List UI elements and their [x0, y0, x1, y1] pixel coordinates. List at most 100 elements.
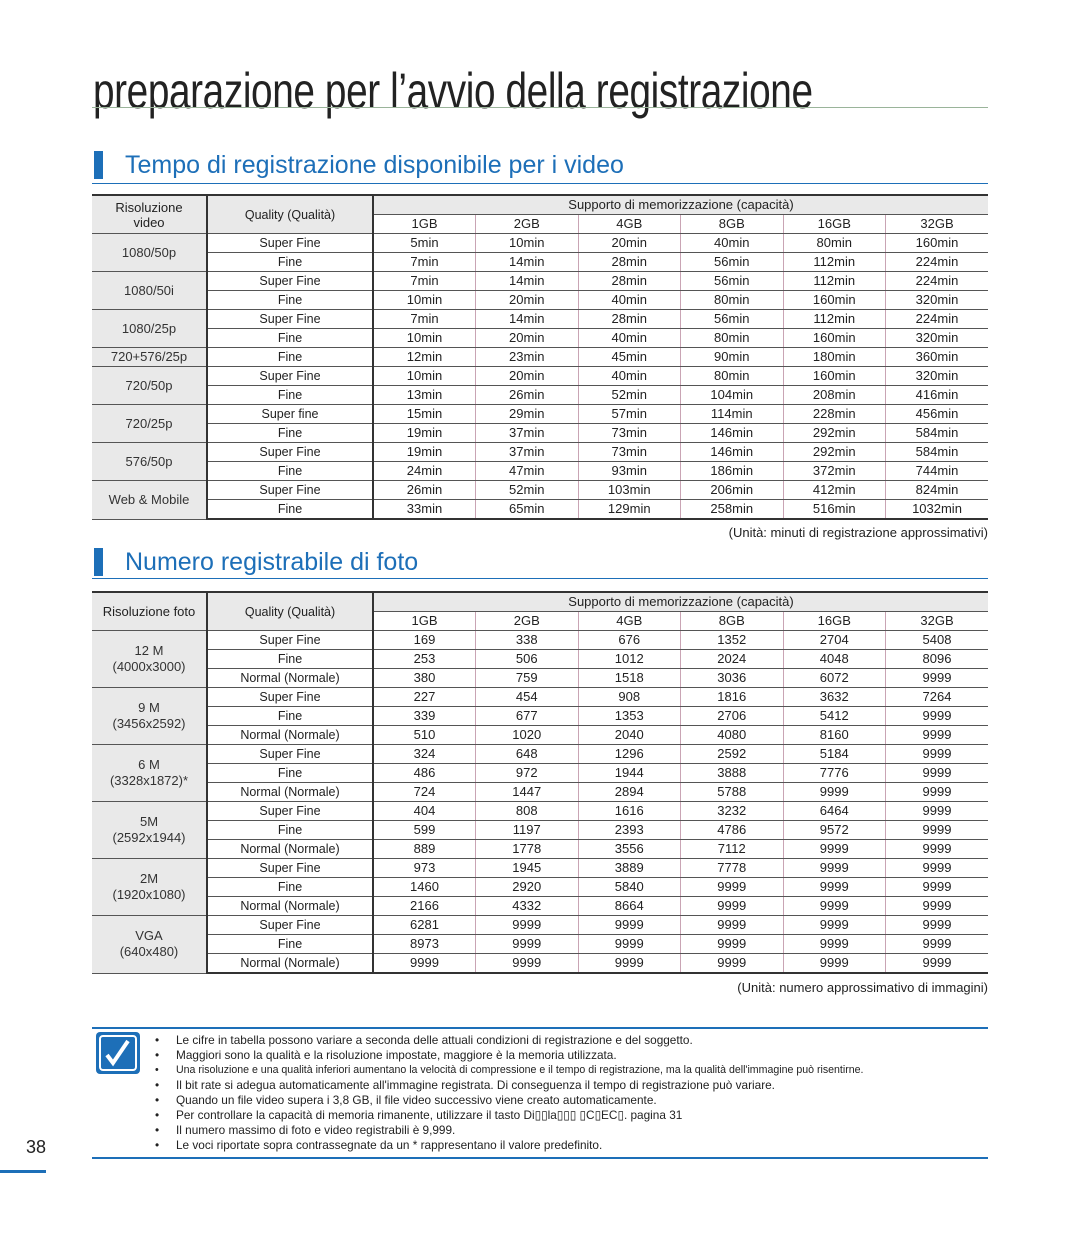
- quality-cell: Super Fine: [207, 858, 374, 878]
- table-row: 6 M (3328x1872)* Super Fine 324 648 1296 2592 5…: [92, 744, 988, 802]
- value-cell: 114min: [680, 404, 783, 424]
- value-cell: 14min: [475, 252, 578, 272]
- header-cell: 1GB: [372, 611, 476, 631]
- cell-line: 720/25p: [125, 415, 173, 431]
- value-cell: 129min: [577, 499, 681, 520]
- value-cell: 24min: [372, 461, 476, 481]
- value-cell: 808: [475, 801, 578, 821]
- cell-line: 1080/50i: [124, 282, 174, 298]
- value-cell: 28min: [577, 271, 681, 291]
- heading-rule: [92, 183, 988, 184]
- value-cell: 52min: [475, 480, 578, 500]
- note-icon: [96, 1032, 140, 1074]
- value-cell: 160min: [782, 328, 886, 348]
- quality-cell: Fine: [207, 877, 374, 897]
- value-cell: 3556: [577, 839, 681, 859]
- value-cell: 73min: [577, 423, 681, 443]
- value-cell: 7min: [372, 252, 476, 272]
- header-cell: 32GB: [885, 214, 988, 234]
- note-item: Il bit rate si adegua automaticamente al…: [152, 1078, 863, 1093]
- cell-line: Risoluzione: [115, 199, 183, 215]
- value-cell: 6464: [782, 801, 886, 821]
- header-cell: 4GB: [577, 611, 681, 631]
- value-cell: 360min: [885, 347, 988, 367]
- value-cell: 56min: [680, 271, 783, 291]
- value-cell: 338: [475, 630, 578, 650]
- quality-cell: Fine: [207, 461, 374, 481]
- header-row: 1GB 2GB 4GB 8GB 16GB 32GB: [92, 214, 988, 234]
- header-row: Risoluzione video Quality (Qualità) Support…: [92, 194, 988, 234]
- quality-cell: Super Fine: [207, 442, 374, 462]
- value-cell: 416min: [885, 385, 988, 405]
- header-cell: 8GB: [680, 214, 783, 234]
- value-cell: 26min: [475, 385, 578, 405]
- table-row: Fine 24min 47min 93min 186min 372min 744min: [92, 461, 988, 481]
- value-cell: 9999: [885, 953, 988, 974]
- table-row: 1080/50p Super Fine 5min 10min 20min 40min 80m…: [92, 233, 988, 272]
- value-cell: 8160: [782, 725, 886, 745]
- value-cell: 5840: [577, 877, 681, 897]
- value-cell: 224min: [885, 252, 988, 272]
- value-cell: 10min: [475, 233, 578, 253]
- value-cell: 169: [372, 630, 476, 650]
- quality-cell: Fine: [207, 934, 374, 954]
- value-cell: 40min: [577, 366, 681, 386]
- value-cell: 1296: [577, 744, 681, 764]
- cell-line: 1080/25p: [121, 320, 177, 336]
- table-row: Normal (Normale) 510 1020 2040 4080 8160 9999: [92, 725, 988, 745]
- value-cell: 47min: [475, 461, 578, 481]
- value-cell: 3036: [680, 668, 783, 688]
- value-cell: 9999: [885, 801, 988, 821]
- value-cell: 73min: [577, 442, 681, 462]
- table-row: Fine 10min 20min 40min 80min 160min 320min: [92, 290, 988, 310]
- header-cell: 8GB: [680, 611, 783, 631]
- cell-line: video: [133, 214, 165, 230]
- value-cell: 103min: [577, 480, 681, 500]
- value-cell: 824min: [885, 480, 988, 500]
- value-cell: 516min: [782, 499, 886, 520]
- resolution-cell: 9 M (3456x2592): [92, 687, 208, 745]
- note-item: Una risoluzione e una qualità inferiori …: [152, 1063, 863, 1078]
- value-cell: 1778: [475, 839, 578, 859]
- value-cell: 13min: [372, 385, 476, 405]
- value-cell: 3888: [680, 763, 783, 783]
- resolution-cell: VGA (640x480): [92, 915, 208, 974]
- value-cell: 9999: [885, 668, 988, 688]
- quality-cell: Super Fine: [207, 480, 374, 500]
- value-cell: 9999: [885, 820, 988, 840]
- value-cell: 56min: [680, 309, 783, 329]
- value-cell: 3632: [782, 687, 886, 707]
- value-cell: 224min: [885, 309, 988, 329]
- value-cell: 26min: [372, 480, 476, 500]
- table-row: VGA (640x480) Super Fine 6281 9999 9999 9999 99…: [92, 915, 988, 974]
- cell-line: (2592x1944): [112, 830, 186, 845]
- value-cell: 292min: [782, 423, 886, 443]
- value-cell: 228min: [782, 404, 886, 424]
- cell-line: (1920x1080): [112, 887, 186, 902]
- value-cell: 9999: [782, 915, 886, 935]
- value-cell: 9999: [782, 934, 886, 954]
- value-cell: 14min: [475, 309, 578, 329]
- header-cell: 2GB: [475, 611, 578, 631]
- table-row: Normal (Normale) 889 1778 3556 7112 9999 9999: [92, 839, 988, 859]
- value-cell: 759: [475, 668, 578, 688]
- value-cell: 28min: [577, 309, 681, 329]
- value-cell: 20min: [475, 366, 578, 386]
- value-cell: 146min: [680, 423, 783, 443]
- quality-cell: Normal (Normale): [207, 782, 374, 802]
- value-cell: 6281: [372, 915, 476, 935]
- section-heading: Numero registrabile di foto: [94, 548, 418, 576]
- value-cell: 412min: [782, 480, 886, 500]
- note-item: Il numero massimo di foto e video regist…: [152, 1123, 863, 1138]
- table-head: Risoluzione foto Quality (Qualità) Support…: [92, 591, 988, 631]
- value-cell: 9999: [885, 858, 988, 878]
- quality-cell: Fine: [207, 423, 374, 443]
- value-cell: 2040: [577, 725, 681, 745]
- quality-cell: Super Fine: [207, 630, 374, 650]
- value-cell: 9999: [885, 896, 988, 916]
- value-cell: 12min: [372, 347, 476, 367]
- table-row: 1080/25p Super Fine 7min 14min 28min 56min 112…: [92, 309, 988, 348]
- value-cell: 2894: [577, 782, 681, 802]
- value-cell: 7112: [680, 839, 783, 859]
- value-cell: 52min: [577, 385, 681, 405]
